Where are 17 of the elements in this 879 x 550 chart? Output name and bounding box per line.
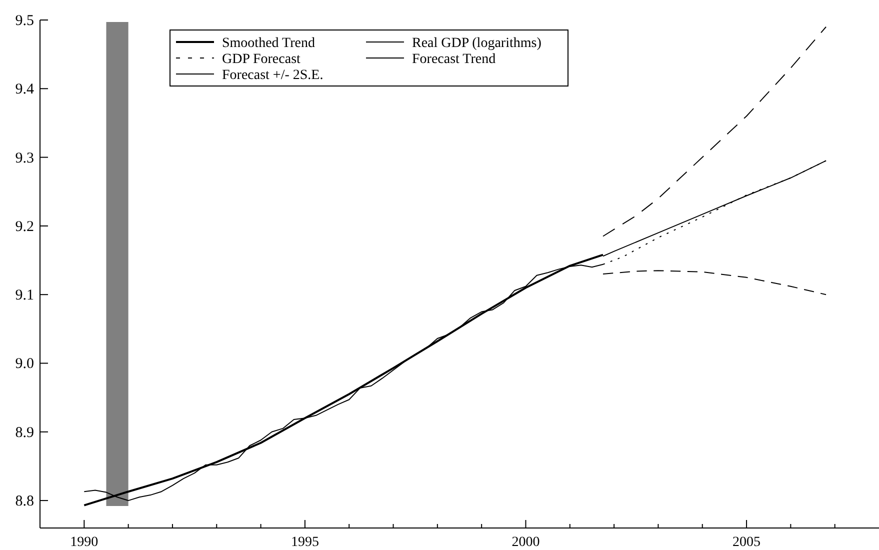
x-tick-label: 1995: [290, 535, 319, 550]
y-tick-label: 9.1: [15, 288, 34, 304]
y-tick-label: 9.3: [15, 150, 34, 166]
x-tick-label: 2000: [512, 535, 540, 550]
x-tick-label: 1990: [70, 535, 98, 550]
legend-label: Forecast +/- 2S.E.: [222, 68, 324, 83]
y-tick-label: 9.4: [15, 82, 34, 98]
y-tick-label: 9.0: [15, 356, 34, 372]
legend-label: Real GDP (logarithms): [412, 36, 542, 51]
legend-label: Smoothed Trend: [222, 36, 315, 51]
y-tick-label: 9.5: [15, 13, 34, 29]
x-tick-label: 2005: [732, 535, 761, 550]
y-tick-label: 8.9: [15, 424, 34, 441]
y-tick-label: 8.8: [15, 494, 34, 510]
legend-label: Forecast Trend: [412, 52, 496, 67]
y-tick-label: 9.2: [15, 218, 34, 235]
legend-label: GDP Forecast: [222, 52, 301, 67]
